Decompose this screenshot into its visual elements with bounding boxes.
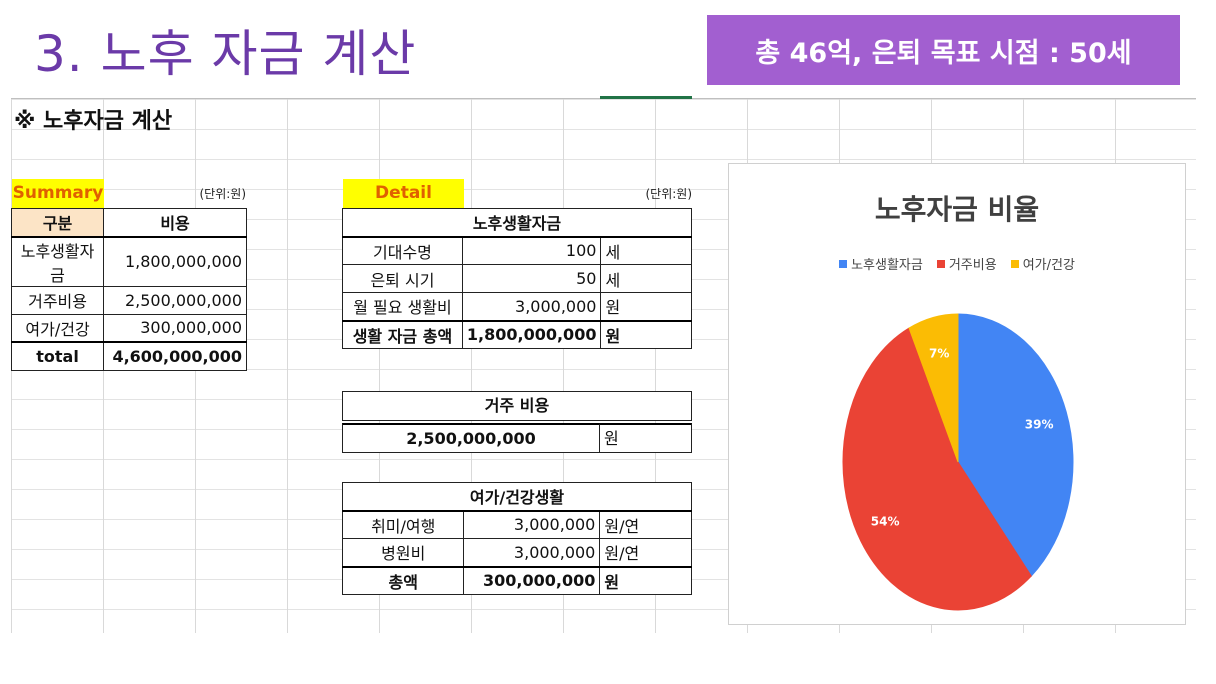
pie-data-label-1: 54% — [871, 514, 900, 528]
legend-label: 거주비용 — [948, 258, 997, 273]
legend-swatch — [1010, 259, 1019, 268]
legend-swatch — [839, 259, 848, 268]
living-total-unit[interactable]: 원 — [600, 319, 692, 349]
summary-row-name[interactable]: 거주비용 — [10, 285, 105, 315]
summary-col-cost[interactable]: 비용 — [103, 208, 247, 237]
sheet-heading: ※ 노후자금 계산 — [14, 109, 173, 134]
leisure-row-name[interactable]: 취미/여행 — [341, 509, 465, 539]
pie-slice-2[interactable] — [908, 313, 959, 463]
selected-column-indicator — [600, 96, 692, 99]
pie-chart-panel[interactable]: 노후자금 비율 노후생활자금 거주비용 여가/건강 39% 54% 7% — [728, 163, 1186, 625]
living-row-name[interactable]: 기대수명 — [342, 235, 463, 265]
leisure-total-label[interactable]: 총액 — [341, 565, 465, 595]
summary-label[interactable]: Summary — [12, 179, 104, 208]
summary-total-value[interactable]: 4,600,000,000 — [103, 341, 247, 371]
pie-slice-1[interactable] — [842, 327, 1032, 611]
detail-label[interactable]: Detail — [343, 179, 464, 208]
leisure-total-value[interactable]: 300,000,000 — [463, 565, 601, 595]
pie-slice-0[interactable] — [957, 313, 1074, 577]
living-cost-table: 노후생활자금 기대수명 100 세 은퇴 시기 50 세 월 필요 생활비 3,… — [342, 208, 692, 349]
living-row-unit[interactable]: 원 — [600, 292, 692, 321]
legend-swatch — [936, 259, 945, 268]
summary-col-category[interactable]: 구분 — [10, 208, 105, 237]
living-total-label[interactable]: 생활 자금 총액 — [342, 319, 463, 349]
living-row-name[interactable]: 월 필요 생활비 — [342, 292, 463, 321]
pie-chart: 39% 54% 7% — [842, 313, 1074, 611]
legend-label: 노후생활자금 — [851, 258, 923, 273]
legend-label: 여가/건강 — [1022, 258, 1075, 273]
summary-banner: 총 46억, 은퇴 목표 시점 : 50세 — [707, 15, 1180, 85]
leisure-row-unit[interactable]: 원/연 — [599, 538, 692, 567]
legend-item: 여가/건강 — [1010, 254, 1075, 273]
housing-title[interactable]: 거주 비용 — [342, 391, 692, 421]
housing-value[interactable]: 2,500,000,000 — [342, 423, 600, 453]
pie-data-label-0: 39% — [1025, 417, 1054, 431]
living-row-value[interactable]: 3,000,000 — [461, 292, 602, 321]
living-cost-title[interactable]: 노후생활자금 — [342, 208, 692, 237]
summary-total-label[interactable]: total — [10, 341, 105, 371]
living-row-value[interactable]: 100 — [461, 235, 602, 265]
living-row-value[interactable]: 50 — [461, 264, 602, 293]
summary-row-value[interactable]: 1,800,000,000 — [103, 235, 247, 287]
summary-table: 구분 비용 노후생활자금 1,800,000,000 거주비용 2,500,00… — [10, 208, 247, 371]
summary-row-value[interactable]: 300,000,000 — [103, 313, 247, 343]
leisure-health-table: 여가/건강생활 취미/여행 3,000,000 원/연 병원비 3,000,00… — [341, 482, 692, 595]
summary-row-name[interactable]: 노후생활자금 — [10, 235, 105, 287]
chart-title: 노후자금 비율 — [874, 193, 1040, 226]
detail-unit: (단위:원) — [645, 187, 692, 201]
leisure-row-name[interactable]: 병원비 — [341, 538, 465, 567]
legend-item: 거주비용 — [936, 254, 997, 273]
leisure-row-value[interactable]: 3,000,000 — [463, 509, 601, 539]
housing-unit[interactable]: 원 — [599, 423, 692, 453]
leisure-title[interactable]: 여가/건강생활 — [342, 482, 692, 511]
summary-unit: (단위:원) — [199, 187, 246, 201]
pie-data-label-2: 7% — [929, 347, 949, 361]
leisure-row-unit[interactable]: 원/연 — [599, 509, 692, 539]
leisure-row-value[interactable]: 3,000,000 — [463, 538, 601, 567]
living-row-unit[interactable]: 세 — [600, 264, 692, 293]
legend-item: 노후생활자금 — [839, 254, 923, 273]
leisure-total-unit[interactable]: 원 — [599, 565, 692, 595]
chart-legend: 노후생활자금 거주비용 여가/건강 — [729, 254, 1185, 273]
slide-title: 3. 노후 자금 계산 — [34, 25, 417, 83]
living-row-unit[interactable]: 세 — [600, 235, 692, 265]
summary-row-name[interactable]: 여가/건강 — [10, 313, 105, 343]
living-total-value[interactable]: 1,800,000,000 — [461, 319, 602, 349]
living-row-name[interactable]: 은퇴 시기 — [342, 264, 463, 293]
summary-row-value[interactable]: 2,500,000,000 — [103, 285, 247, 315]
